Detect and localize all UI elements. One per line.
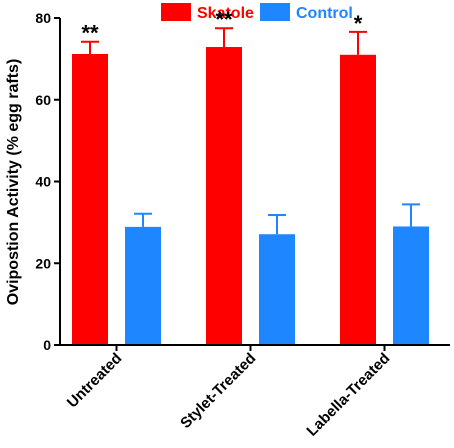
bar-control-3 [393, 226, 429, 345]
y-axis-label: Ovipostion Activity (% egg rafts) [5, 59, 22, 306]
y-ticks: 0 20 40 60 80 [35, 10, 60, 353]
bars [72, 47, 429, 346]
significance-marker-2: ** [215, 7, 233, 32]
x-tick-label-2: Stylet-Treated [177, 350, 259, 432]
error-bars [81, 27, 420, 235]
y-tick-label: 0 [43, 337, 51, 353]
legend-swatch-skatole [161, 3, 191, 21]
legend: Skatole Control [161, 3, 353, 22]
y-tick-label: 40 [35, 174, 51, 190]
legend-label-control: Control [296, 5, 353, 22]
y-tick-label: 80 [35, 10, 51, 26]
bar-skatole-3 [340, 54, 376, 345]
legend-label-skatole: Skatole [197, 5, 254, 22]
x-ticks: Untreated Stylet-Treated Labella-Treated [64, 345, 393, 440]
axes [59, 18, 450, 346]
bar-skatole-2 [206, 47, 242, 346]
x-tick-label-3: Labella-Treated [303, 350, 393, 440]
x-tick-label-1: Untreated [64, 350, 126, 412]
significance-markers: **** * [81, 7, 362, 45]
significance-marker-1: ** [81, 21, 99, 46]
y-tick-label: 60 [35, 92, 51, 108]
legend-swatch-control [260, 3, 290, 21]
bar-control-2 [259, 234, 295, 345]
y-tick-label: 20 [35, 255, 51, 271]
bar-control-1 [125, 226, 161, 345]
significance-marker-3: * [354, 11, 363, 36]
bar-skatole-1 [72, 53, 108, 345]
